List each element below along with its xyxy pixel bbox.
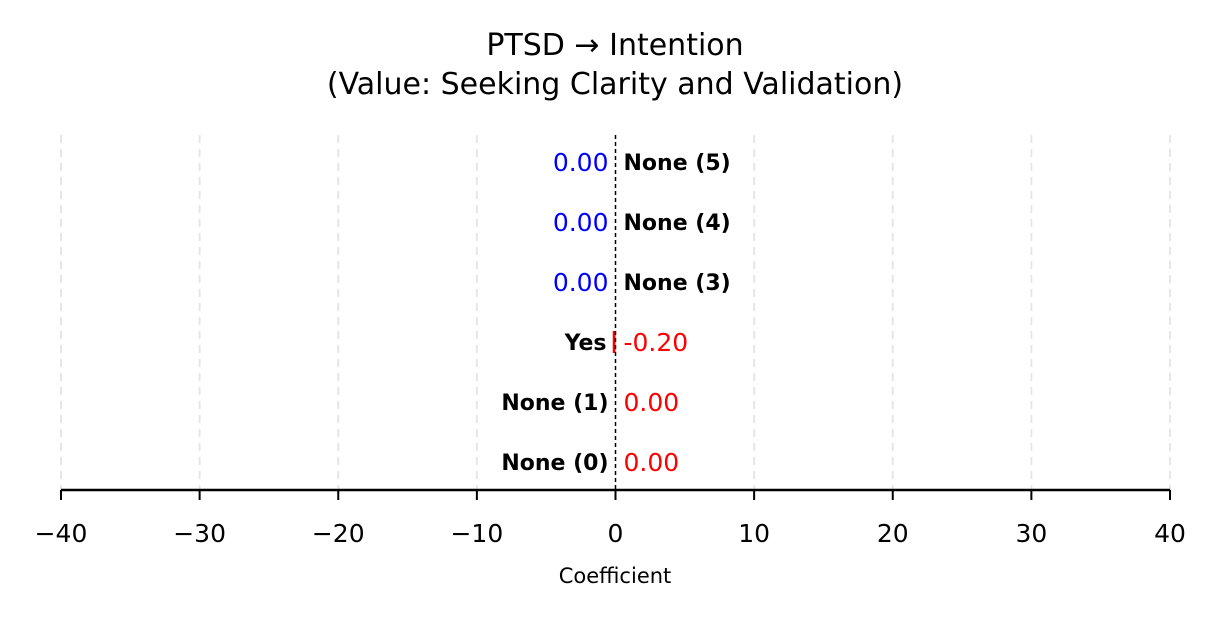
x-tick-label: 30 (1015, 519, 1047, 548)
x-tick-label: −40 (35, 519, 88, 548)
category-label: Yes (564, 331, 607, 356)
value-label: 0.00 (553, 208, 609, 237)
x-tick-label: 10 (738, 519, 770, 548)
bar (612, 331, 616, 353)
value-label: 0.00 (624, 388, 680, 417)
grid-lines (60, 135, 1171, 490)
category-label: None (4) (624, 211, 731, 236)
labels: None (0) 0.00 None (1) 0.00 Yes -0.20 None (3)… (501, 148, 730, 477)
value-label: 0.00 (553, 268, 609, 297)
category-label: None (5) (624, 151, 731, 176)
category-label: None (0) (501, 451, 608, 476)
category-label: None (3) (624, 271, 731, 296)
value-label: 0.00 (553, 148, 609, 177)
chart-subtitle: (Value: Seeking Clarity and Validation) (327, 67, 903, 102)
x-tick-label: −20 (312, 519, 365, 548)
x-tick-label: 20 (877, 519, 909, 548)
x-tick-label: −10 (450, 519, 503, 548)
category-label: None (1) (501, 391, 608, 416)
value-label: -0.20 (624, 328, 689, 357)
chart-title: PTSD → Intention (486, 28, 743, 63)
value-label: 0.00 (624, 448, 680, 477)
x-axis-label: Coefficient (559, 564, 672, 588)
x-axis: −40 −30 −20 −10 0 10 20 30 40 (35, 488, 1186, 548)
x-tick-label: −30 (173, 519, 226, 548)
x-tick-label: 40 (1154, 519, 1186, 548)
x-tick-label: 0 (608, 519, 624, 548)
